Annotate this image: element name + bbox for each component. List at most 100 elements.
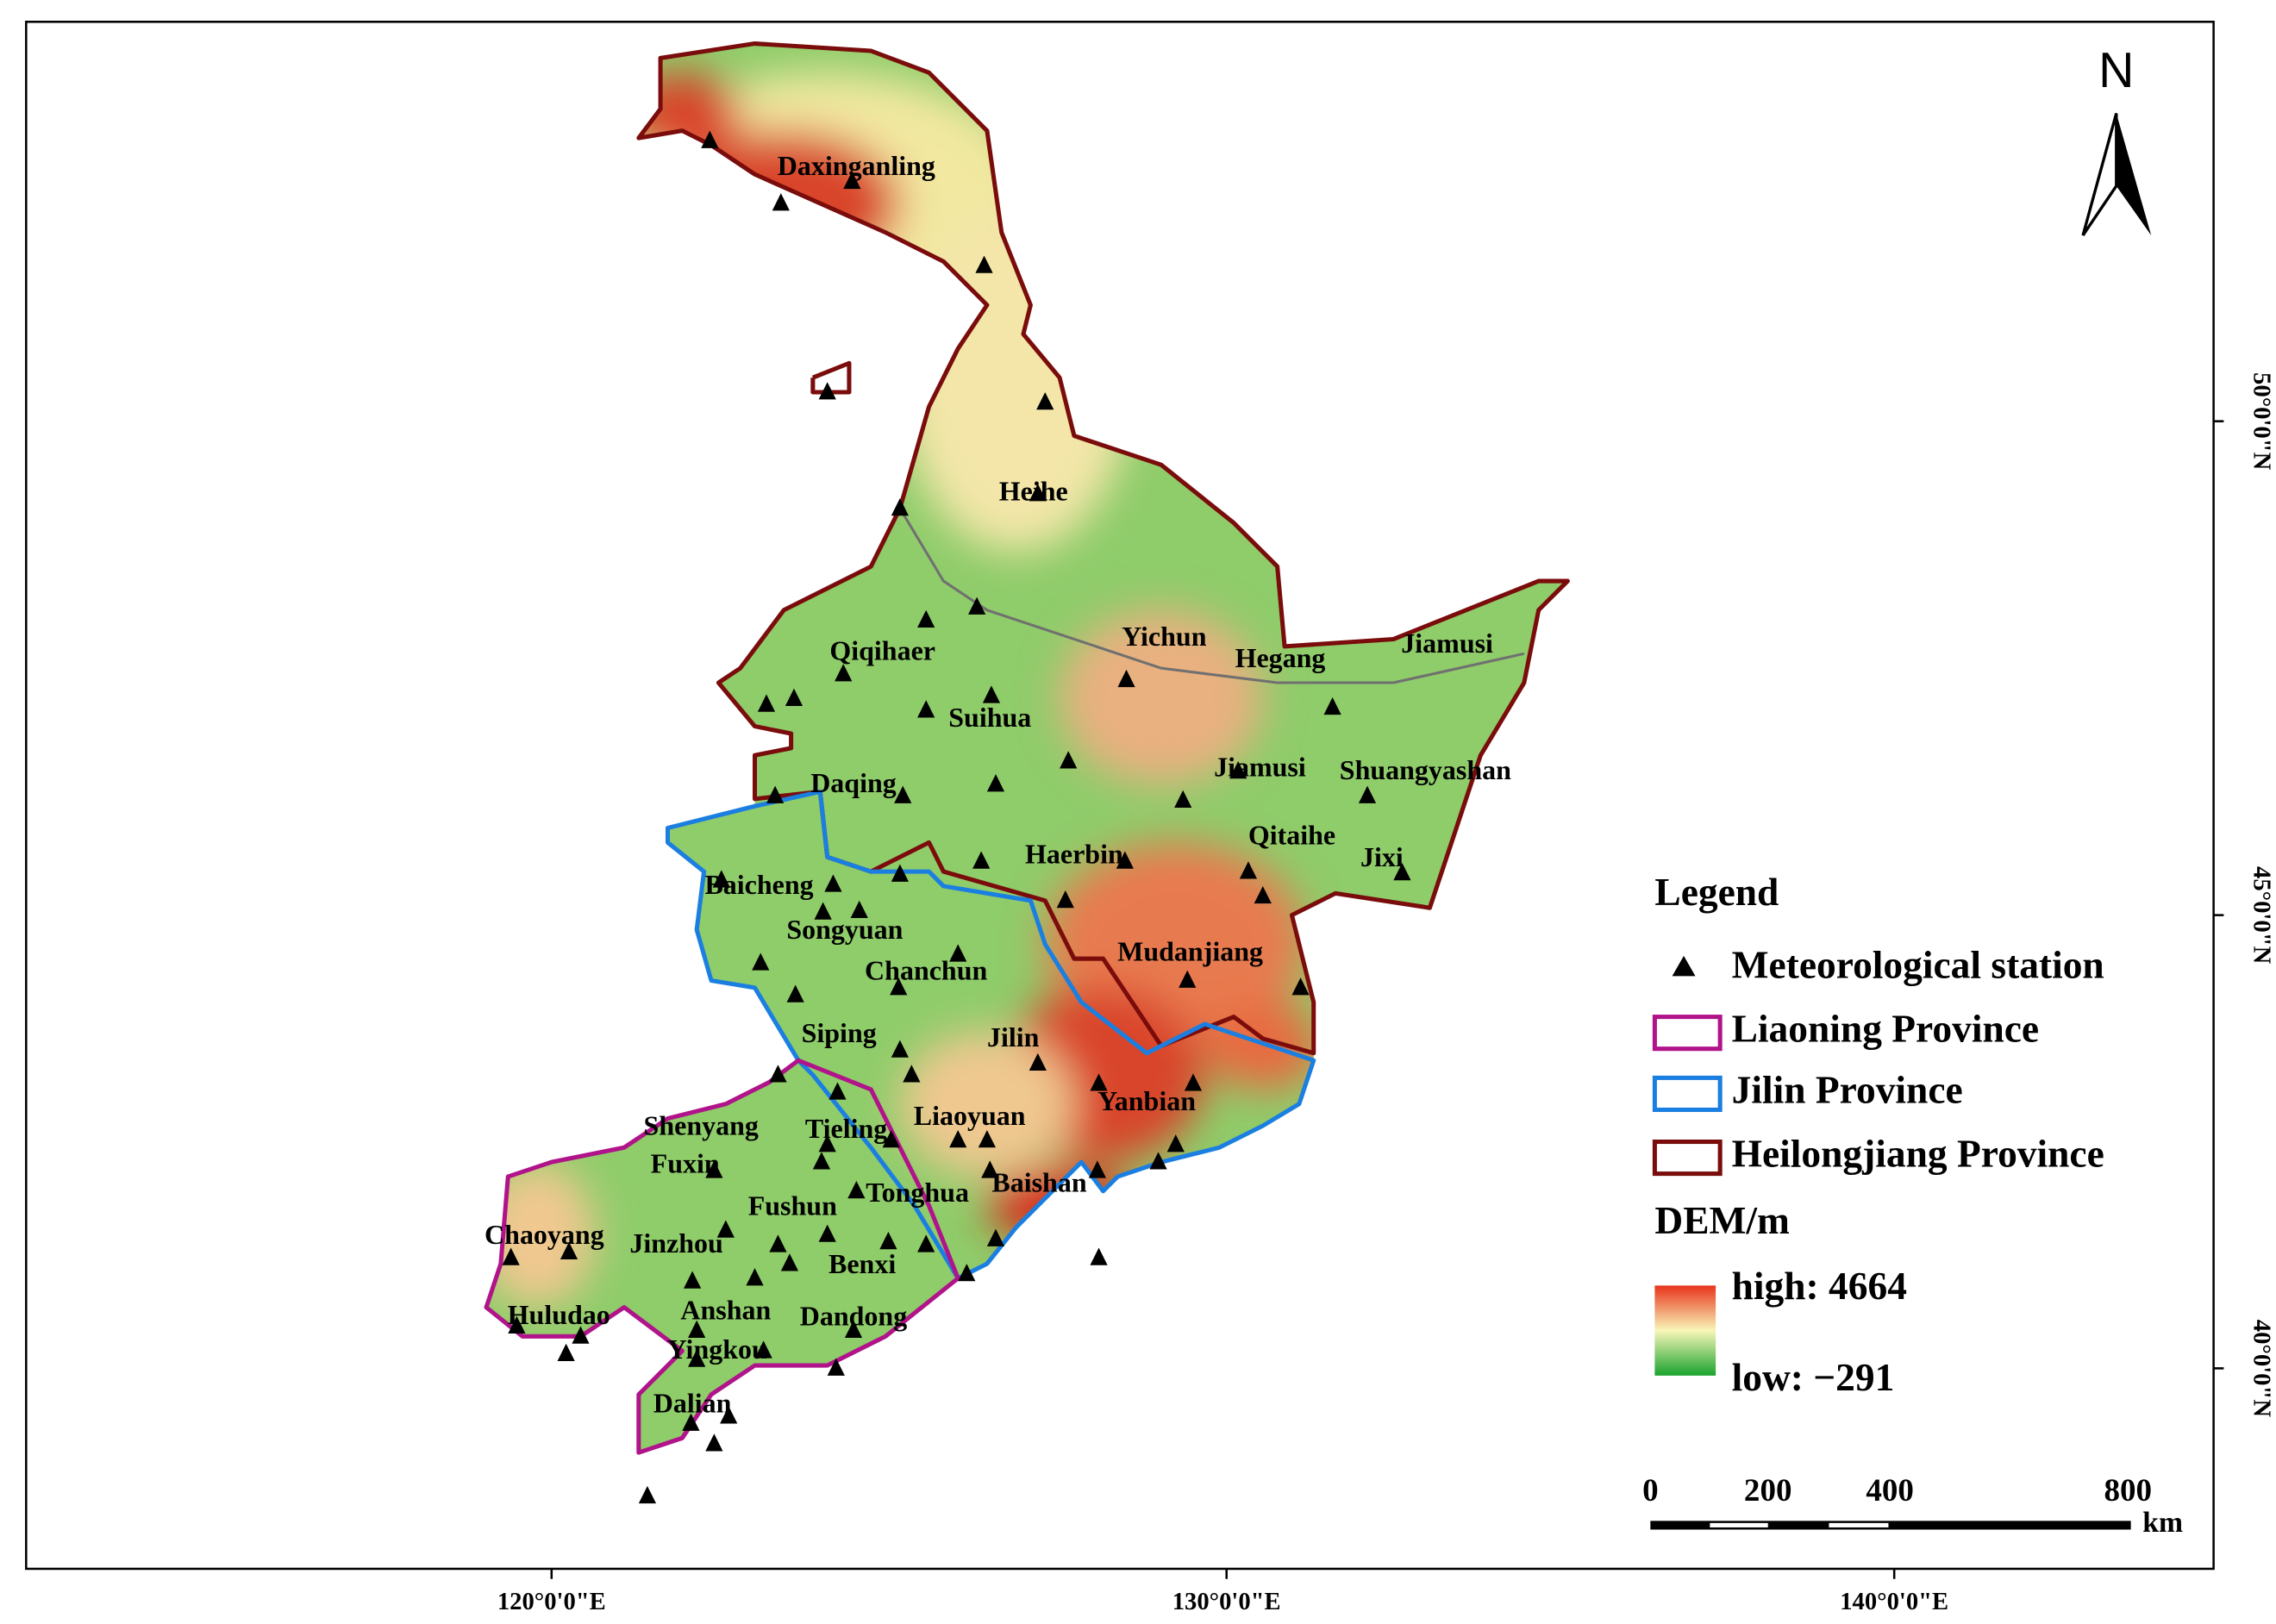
station <box>701 130 719 148</box>
station <box>903 1065 921 1083</box>
station <box>968 597 986 615</box>
station <box>818 1134 836 1152</box>
north-label: N <box>2098 43 2134 98</box>
station <box>844 1320 863 1339</box>
city-label: Tieling <box>805 1113 887 1144</box>
station <box>785 688 803 706</box>
station <box>1088 1160 1106 1178</box>
legend: Legend Meteorological station Liaoning P… <box>1652 870 2104 1399</box>
station <box>812 1152 831 1170</box>
station <box>986 774 1005 792</box>
city-label: Dandong <box>800 1300 907 1331</box>
station <box>682 1413 700 1431</box>
station <box>1149 1152 1167 1170</box>
station <box>978 1130 996 1148</box>
city-label: Yanbian <box>1097 1085 1196 1116</box>
city-label: Liaoyuan <box>914 1100 1026 1131</box>
station <box>843 171 861 190</box>
lat-label: 40°0'0"N <box>2248 1320 2276 1418</box>
station <box>688 1349 706 1367</box>
station <box>638 1485 657 1504</box>
city-label: Jilin <box>987 1021 1040 1052</box>
station <box>769 1065 787 1083</box>
station <box>972 851 991 869</box>
city-label: Qiqihaer <box>829 635 935 666</box>
station <box>720 1406 738 1424</box>
station <box>890 978 908 996</box>
station <box>818 1224 836 1242</box>
station <box>818 382 836 400</box>
lat-label: 50°0'0"N <box>2248 372 2276 471</box>
lon-label: 120°0'0"E <box>497 1588 606 1615</box>
city-label: Daqing <box>810 767 897 798</box>
city-label: Chaoyang <box>485 1219 604 1250</box>
lon-label: 130°0'0"E <box>1172 1588 1281 1615</box>
station <box>1029 1052 1047 1071</box>
island-boundary <box>810 360 852 395</box>
legend-item: Meteorological station <box>1732 942 2104 986</box>
city-label: Fushun <box>748 1190 837 1221</box>
station <box>757 694 776 712</box>
station <box>917 609 935 628</box>
station <box>1254 885 1272 904</box>
station <box>688 1320 706 1339</box>
city-label: Siping <box>802 1017 877 1048</box>
city-label: Daxinganling <box>778 150 935 181</box>
station <box>949 1130 967 1148</box>
station <box>705 1433 723 1452</box>
city-label: Dalian <box>653 1388 732 1419</box>
jilin-boundary <box>665 789 1316 1281</box>
station <box>1029 484 1047 502</box>
station <box>752 953 770 971</box>
city-label: Suihua <box>948 702 1031 733</box>
station <box>981 1160 999 1178</box>
station <box>1239 861 1258 879</box>
city-label: Huludao <box>508 1299 610 1330</box>
city-label: Heihe <box>999 475 1068 506</box>
station <box>572 1326 590 1344</box>
station <box>958 1264 976 1282</box>
city-label: Jiamusi <box>1214 751 1306 782</box>
scale-unit: km <box>2142 1507 2183 1539</box>
station <box>917 1234 935 1252</box>
station <box>824 874 842 892</box>
dem-low: low: −291 <box>1732 1355 1895 1399</box>
city-label: Qitaihe <box>1248 820 1335 851</box>
station <box>975 255 993 273</box>
dem-title: DEM/m <box>1654 1198 1790 1242</box>
station <box>1358 785 1377 803</box>
station <box>917 700 935 718</box>
city-label: Baicheng <box>704 869 813 900</box>
heilongjiang-boundary <box>636 41 1570 1056</box>
city-label: Tonghua <box>866 1177 969 1208</box>
city-label: Haerbin <box>1025 839 1123 870</box>
station <box>1166 1134 1185 1152</box>
station <box>1184 1073 1203 1091</box>
station <box>1179 970 1197 988</box>
station <box>754 1340 772 1359</box>
station <box>560 1241 578 1260</box>
city-label: Anshan <box>680 1295 771 1326</box>
legend-item: Liaoning Province <box>1732 1007 2039 1051</box>
stations <box>502 130 1411 1504</box>
station <box>557 1343 575 1361</box>
dem-high: high: 4664 <box>1732 1264 1907 1308</box>
station <box>1291 978 1310 996</box>
city-label: Yingkou <box>667 1334 767 1365</box>
legend-item: Jilin Province <box>1732 1067 1963 1111</box>
station <box>1323 696 1341 715</box>
station <box>827 1358 845 1376</box>
station <box>1060 751 1078 769</box>
station <box>949 944 967 962</box>
station <box>882 1130 900 1148</box>
station <box>705 1160 723 1178</box>
station <box>780 1253 799 1271</box>
dem-ramp <box>1654 1285 1716 1376</box>
city-label: Songyuan <box>786 914 903 945</box>
city-label: Chanchun <box>865 954 987 985</box>
station <box>850 900 868 919</box>
station <box>982 685 1001 703</box>
station <box>1229 761 1247 779</box>
station <box>1090 1073 1108 1091</box>
liaoning-boundary <box>484 1058 960 1455</box>
